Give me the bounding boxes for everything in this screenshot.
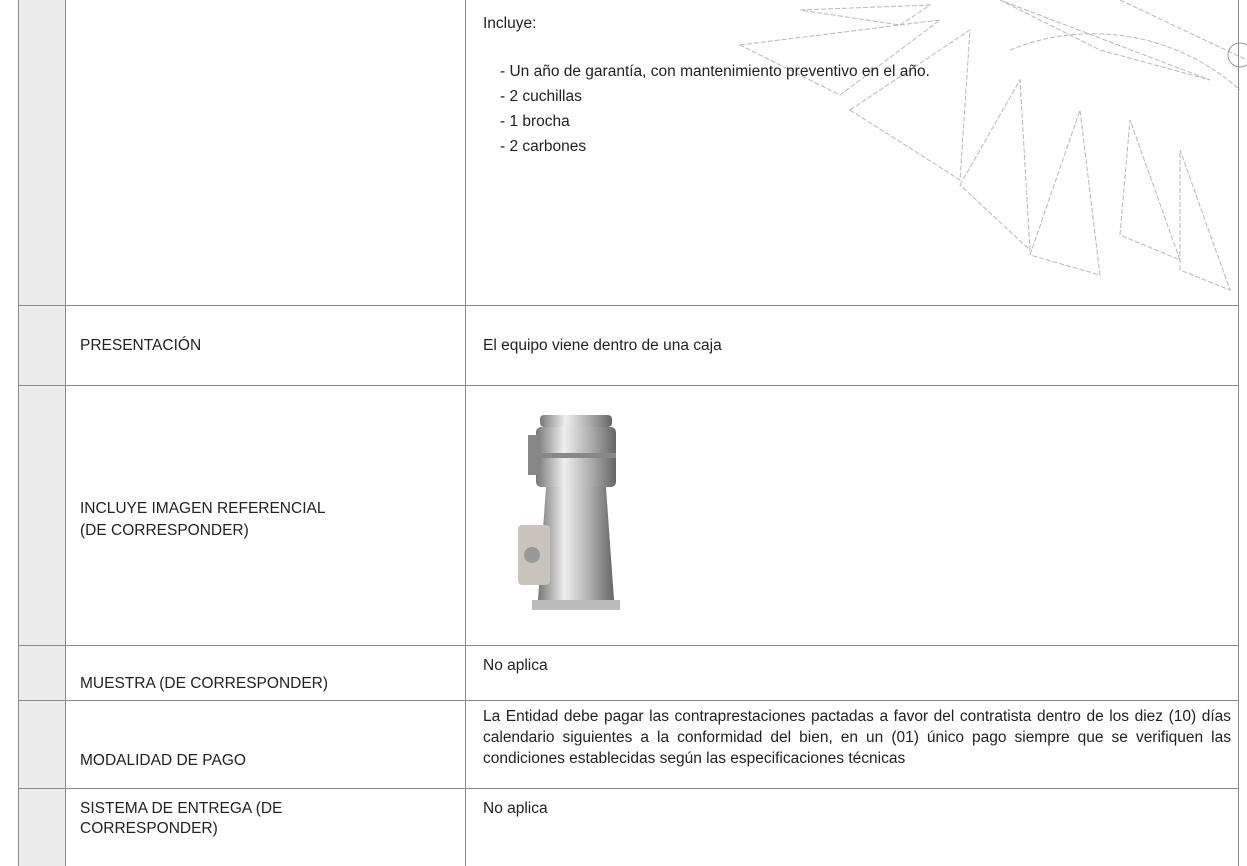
margin-column: [18, 0, 65, 866]
row-label: INCLUYE IMAGEN REFERENCIAL: [80, 500, 326, 517]
row-label: (DE CORRESPONDER): [80, 522, 249, 539]
border: [65, 0, 66, 866]
row-label: SISTEMA DE ENTREGA (DE: [80, 800, 283, 817]
list-item: - 1 brocha: [500, 113, 570, 130]
row-value: La Entidad debe pagar las contraprestaci…: [483, 708, 1231, 767]
border: [18, 385, 1238, 386]
list-item: - Un año de garantía, con mantenimiento …: [500, 63, 930, 80]
row-label: PRESENTACIÓN: [80, 337, 202, 354]
border: [18, 788, 1238, 789]
item-list: - Un año de garantía, con mantenimiento …: [500, 59, 930, 159]
row-label: MODALIDAD DE PAGO: [80, 752, 246, 769]
border: [1238, 0, 1239, 866]
border: [18, 305, 1238, 306]
list-item: - 2 cuchillas: [500, 88, 582, 105]
border: [18, 700, 1238, 701]
product-image: [518, 415, 620, 610]
row-label: MUESTRA (DE CORRESPONDER): [80, 675, 329, 692]
row-value: El equipo viene dentro de una caja: [483, 337, 722, 354]
border: [18, 645, 1238, 646]
list-item: - 2 carbones: [500, 138, 587, 155]
border: [18, 0, 19, 866]
row-value: No aplica: [483, 800, 548, 817]
watermark: [738, 0, 1247, 291]
row-label: CORRESPONDER): [80, 820, 218, 837]
border: [465, 0, 466, 866]
row-value: No aplica: [483, 657, 548, 674]
heading: Incluye:: [483, 15, 537, 32]
